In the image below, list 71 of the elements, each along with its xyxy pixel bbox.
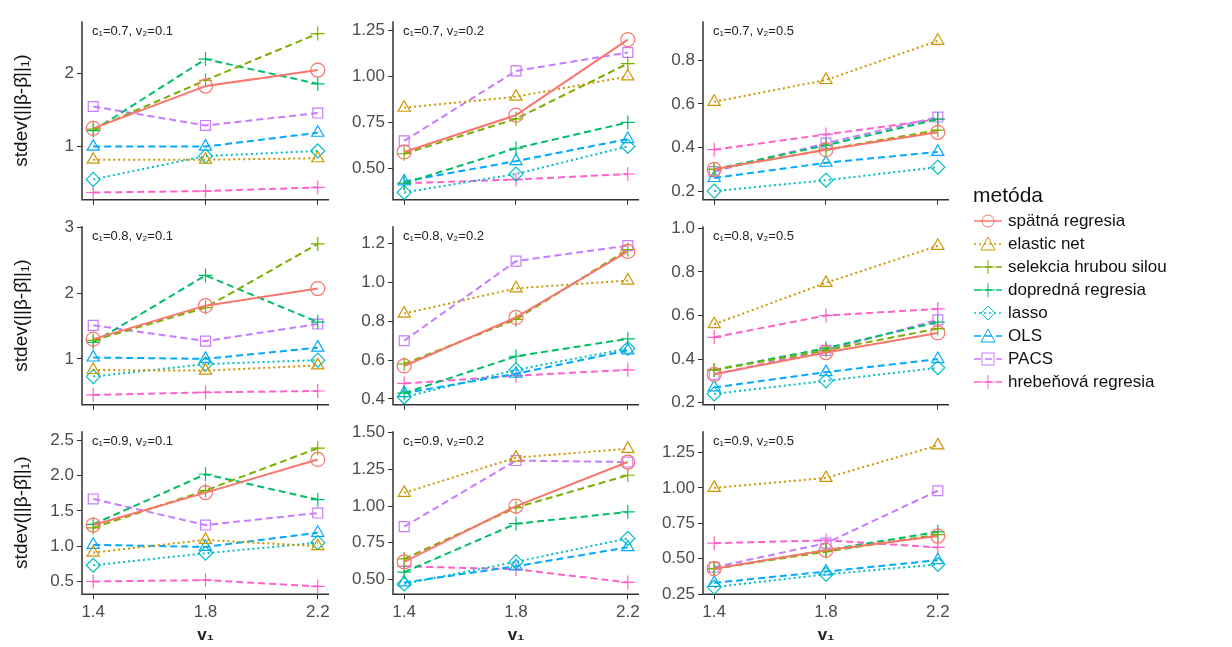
y-axis-title: stdev(||β-β̂||₁) <box>9 54 31 167</box>
chart-title: c₁=0.7, v₂=0.5 <box>713 23 794 39</box>
chart-title: c₁=0.7, v₂=0.2 <box>403 23 484 39</box>
chart-title: c₁=0.8, v₂=0.5 <box>713 228 794 244</box>
chart-title: c₁=0.7, v₂=0.1 <box>92 23 173 39</box>
y-tick-label: 0.6 <box>671 305 695 325</box>
y-tick-label: 1.50 <box>351 422 385 442</box>
y-tick-label: 1.25 <box>351 459 385 479</box>
legend-label: elastic net <box>1008 233 1085 254</box>
legend-label: spätná regresia <box>1008 210 1126 231</box>
y-tick-label: 0.50 <box>351 569 385 589</box>
y-tick-label: 0.8 <box>671 261 695 281</box>
y-tick-label: 0.75 <box>661 513 695 533</box>
x-tick-label: 2.2 <box>305 602 330 622</box>
y-tick-label: 1.0 <box>361 272 385 292</box>
x-tick-label: 2.2 <box>616 602 640 622</box>
chart-title: c₁=0.9, v₂=0.5 <box>713 433 794 449</box>
y-tick-label: 0.6 <box>671 93 695 113</box>
legend-label: selekcia hrubou silou <box>1008 256 1167 277</box>
y-tick-label: 0.6 <box>361 349 385 369</box>
y-tick-label: 0.4 <box>361 388 385 408</box>
y-tick-label: 0.4 <box>671 348 695 368</box>
y-tick-label: 1.00 <box>351 495 385 515</box>
y-tick-label: 1.5 <box>50 500 74 520</box>
x-tick-label: 2.2 <box>926 602 950 622</box>
y-tick-label: 2.0 <box>50 465 74 485</box>
y-tick-label: 1.25 <box>661 442 695 462</box>
y-tick-label: 0.4 <box>671 137 695 157</box>
y-tick-label: 1.00 <box>351 66 385 86</box>
x-axis-title: v₁ <box>817 625 835 645</box>
x-axis-title: v₁ <box>507 625 525 645</box>
legend-label: lasso <box>1008 302 1048 323</box>
y-tick-label: 2 <box>64 63 74 83</box>
y-tick-label: 0.25 <box>661 583 695 603</box>
y-tick-label: 0.2 <box>671 180 695 200</box>
y-tick-label: 1.00 <box>661 477 695 497</box>
chart-title: c₁=0.8, v₂=0.1 <box>92 228 173 244</box>
legend-label: PACS <box>1008 348 1054 369</box>
y-tick-label: 1.0 <box>50 535 74 555</box>
x-tick-label: 1.4 <box>81 602 106 622</box>
y-tick-label: 0.2 <box>671 392 695 412</box>
y-tick-label: 0.5 <box>50 571 74 591</box>
y-tick-label: 0.75 <box>351 532 385 552</box>
y-tick-label: 1 <box>64 136 74 156</box>
y-tick-label: 0.8 <box>361 311 385 331</box>
y-tick-label: 1.2 <box>361 233 385 253</box>
chart-title: c₁=0.9, v₂=0.2 <box>403 433 484 449</box>
y-tick-label: 0.75 <box>351 112 385 132</box>
legend-label: dopredná regresia <box>1008 279 1146 300</box>
chart-title: c₁=0.8, v₂=0.2 <box>403 228 484 244</box>
y-tick-label: 1.0 <box>671 218 695 238</box>
legend-label: OLS <box>1008 325 1043 346</box>
x-tick-label: 1.4 <box>702 602 726 622</box>
legend-label: hrebeňová regresia <box>1008 371 1155 392</box>
x-axis-title: v₁ <box>197 625 214 645</box>
y-tick-label: 0.50 <box>661 548 695 568</box>
y-tick-label: 1.25 <box>351 20 385 40</box>
x-tick-label: 1.8 <box>193 602 218 622</box>
y-tick-label: 2.5 <box>50 430 74 450</box>
y-tick-label: 1 <box>64 348 74 368</box>
x-tick-label: 1.8 <box>814 602 838 622</box>
y-tick-label: 3 <box>64 217 74 237</box>
y-axis-title: stdev(||β-β̂||₁) <box>9 456 31 569</box>
y-tick-label: 2 <box>64 282 74 302</box>
y-tick-label: 0.50 <box>351 158 385 178</box>
x-tick-label: 1.4 <box>392 602 416 622</box>
x-tick-label: 1.8 <box>504 602 528 622</box>
legend-title: metóda <box>973 183 1045 207</box>
y-axis-title: stdev(||β-β̂||₁) <box>9 259 31 372</box>
y-tick-label: 0.8 <box>671 50 695 70</box>
chart-title: c₁=0.9, v₂=0.1 <box>92 433 173 449</box>
